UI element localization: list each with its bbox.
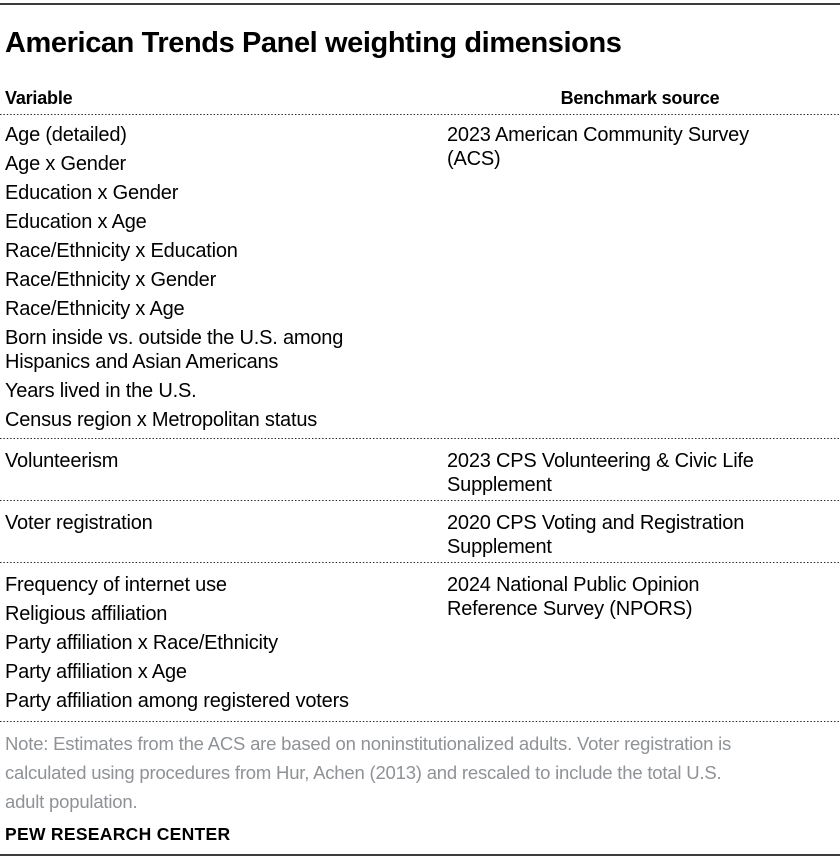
variable-item: Race/Ethnicity x Education	[5, 240, 238, 262]
variable-item: Born inside vs. outside the U.S. among H…	[5, 327, 344, 373]
variable-item: Voter registration	[5, 512, 153, 534]
benchmark-source-cell: 2023 American Community Survey (ACS)	[447, 124, 749, 170]
row-separator	[0, 500, 840, 502]
variable-item: Years lived in the U.S.	[5, 380, 197, 402]
benchmark-source-cell: 2023 CPS Volunteering & Civic Life Suppl…	[447, 450, 754, 496]
variable-item: Race/Ethnicity x Gender	[5, 269, 217, 291]
variable-item: Age x Gender	[5, 153, 127, 175]
column-header-variable: Variable	[5, 88, 73, 108]
variable-item: Volunteerism	[5, 450, 119, 472]
variable-item: Party affiliation x Age	[5, 661, 187, 683]
variables-cell: Age (detailed) Age x Gender Education x Ge…	[0, 116, 440, 438]
table-row-voter-registration: Voter registration 2020 CPS Voting and R…	[0, 502, 840, 562]
variable-item: Age (detailed)	[5, 124, 127, 146]
table-header-row: Variable Benchmark source	[0, 87, 840, 114]
variable-item: Education x Gender	[5, 182, 179, 204]
row-separator	[0, 562, 840, 564]
variable-item: Party affiliation among registered voter…	[5, 690, 349, 712]
table-note: Note: Estimates from the ACS are based o…	[5, 733, 732, 812]
source-attribution: PEW RESEARCH CENTER	[5, 824, 231, 844]
column-header-benchmark-source: Benchmark source	[560, 88, 720, 108]
variable-item: Religious affiliation	[5, 603, 168, 625]
row-separator	[0, 721, 840, 723]
table-row-npors: Frequency of internet use Religious affil…	[0, 564, 840, 721]
variable-item: Party affiliation x Race/Ethnicity	[5, 632, 278, 654]
benchmark-source-cell: 2020 CPS Voting and Registration Supplem…	[447, 512, 745, 558]
variable-item: Census region x Metropolitan status	[5, 409, 318, 431]
page-title: American Trends Panel weighting dimensio…	[5, 27, 622, 59]
variables-cell: Volunteerism	[0, 440, 440, 500]
variable-item: Education x Age	[5, 211, 147, 233]
weighting-table: Variable Benchmark source Age (detailed)…	[0, 87, 840, 723]
variables-cell: Voter registration	[0, 502, 440, 562]
benchmark-source-cell: 2024 National Public Opinion Reference S…	[447, 574, 700, 620]
variable-item: Frequency of internet use	[5, 574, 227, 596]
row-separator	[0, 114, 840, 116]
variable-item: Race/Ethnicity x Age	[5, 298, 185, 320]
table-row-acs: Age (detailed) Age x Gender Education x Ge…	[0, 116, 840, 438]
row-separator	[0, 438, 840, 440]
variables-cell: Frequency of internet use Religious affil…	[0, 564, 440, 721]
top-rule	[0, 3, 840, 5]
table-row-volunteerism: Volunteerism 2023 CPS Volunteering & Civ…	[0, 440, 840, 500]
bottom-rule	[0, 854, 840, 856]
